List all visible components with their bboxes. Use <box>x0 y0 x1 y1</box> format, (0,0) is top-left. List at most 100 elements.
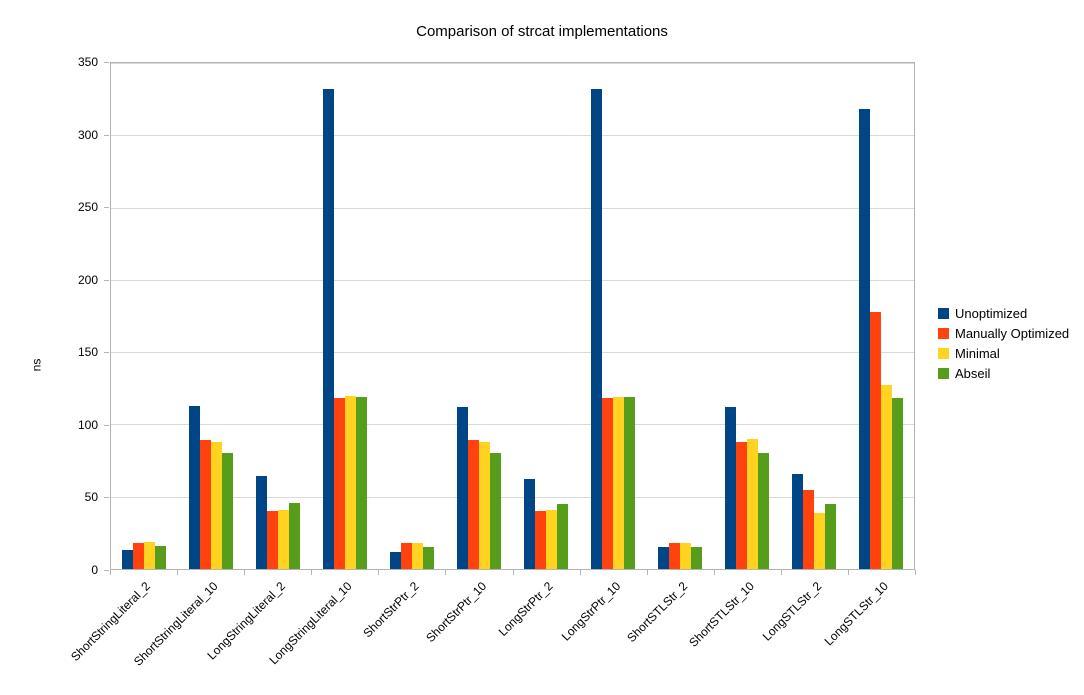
bar-manually-optimized <box>601 398 613 569</box>
y-tick-label: 300 <box>77 127 98 142</box>
bars <box>111 63 914 569</box>
x-tick-label: LongSTLStr_2 <box>759 579 825 644</box>
legend-item: Minimal <box>938 346 1069 361</box>
bar-abseil <box>222 453 234 569</box>
bar-unoptimized <box>724 407 736 569</box>
legend-swatch-icon <box>938 328 949 339</box>
x-tick-label: ShortSTLStr_2 <box>624 579 691 646</box>
legend-label: Manually Optimized <box>955 326 1070 341</box>
bar-minimal <box>479 441 491 569</box>
bar-minimal <box>144 541 156 569</box>
bar-manually-optimized <box>468 440 480 569</box>
bar-abseil <box>891 398 903 569</box>
bar-unoptimized <box>657 547 669 569</box>
bar-manually-optimized <box>267 511 279 569</box>
bar-minimal <box>278 509 290 569</box>
x-tick-label: ShortSTLStr_10 <box>686 579 758 650</box>
x-tick-label: LongStrPtr_2 <box>496 579 556 639</box>
y-tick-mark <box>104 497 109 499</box>
y-tick-label: 350 <box>77 55 98 69</box>
bar-group <box>379 63 446 569</box>
bar-group <box>178 63 245 569</box>
x-tick-label: ShortStrPtr_2 <box>360 579 422 641</box>
x-tick-mark <box>244 570 246 575</box>
legend-swatch-icon <box>938 308 949 319</box>
x-tick-mark <box>311 570 313 575</box>
bar-manually-optimized <box>735 441 747 569</box>
bar-group <box>312 63 379 569</box>
x-tick-mark <box>378 570 380 575</box>
x-tick-mark <box>445 570 447 575</box>
legend: Unoptimized Manually Optimized Minimal Abse… <box>938 306 1069 386</box>
gridline <box>111 496 914 498</box>
bar-group <box>111 63 178 569</box>
y-tick-label: 100 <box>77 417 98 432</box>
bar-abseil <box>423 547 435 569</box>
x-tick-mark <box>110 570 111 575</box>
y-tick-mark <box>104 424 109 426</box>
bar-minimal <box>880 385 892 569</box>
bar-unoptimized <box>122 550 134 569</box>
x-tick-mark <box>646 570 648 575</box>
legend-label: Abseil <box>955 366 991 381</box>
y-tick-label: 0 <box>91 563 98 577</box>
bar-manually-optimized <box>802 489 814 569</box>
bar-group <box>646 63 713 569</box>
gridline <box>111 352 914 354</box>
bar-group <box>579 63 646 569</box>
bar-abseil <box>757 453 769 569</box>
bar-group <box>446 63 513 569</box>
bar-minimal <box>746 438 758 569</box>
y-tick-label: 200 <box>77 272 98 287</box>
chart-title: Comparison of strcat implementations <box>416 23 668 40</box>
legend-item: Abseil <box>938 366 1069 381</box>
bar-unoptimized <box>457 407 469 569</box>
x-tick-mark <box>780 570 782 575</box>
x-tick-mark <box>512 570 514 575</box>
bar-group <box>245 63 312 569</box>
bar-manually-optimized <box>869 311 881 569</box>
x-axis-labels: ShortStringLiteral_2 ShortStringLiteral_1… <box>69 579 915 691</box>
bar-unoptimized <box>390 551 402 569</box>
y-tick-mark <box>104 207 109 209</box>
bar-abseil <box>289 502 301 569</box>
bar-minimal <box>412 542 424 569</box>
bar-abseil <box>556 503 568 569</box>
y-tick-label: 150 <box>77 345 98 360</box>
gridline <box>111 207 914 209</box>
bar-group <box>847 63 914 569</box>
bar-unoptimized <box>256 476 268 569</box>
y-tick-mark <box>104 352 109 354</box>
gridline <box>111 63 914 64</box>
bar-minimal <box>612 396 624 569</box>
x-tick-label: LongSTLStr_10 <box>822 579 892 649</box>
bar-manually-optimized <box>200 440 212 569</box>
y-tick-label: 250 <box>77 200 98 215</box>
y-tick-mark <box>104 134 109 136</box>
x-tick-mark <box>847 570 849 575</box>
gridline <box>111 135 914 137</box>
bar-group <box>780 63 847 569</box>
bar-manually-optimized <box>401 542 413 569</box>
bar-minimal <box>813 512 825 569</box>
bar-unoptimized <box>590 89 602 569</box>
legend-item: Unoptimized <box>938 306 1069 321</box>
legend-label: Minimal <box>955 346 1000 361</box>
bar-unoptimized <box>189 405 201 569</box>
x-tick-mark <box>713 570 715 575</box>
bar-unoptimized <box>791 473 803 569</box>
x-tick-mark <box>177 570 179 575</box>
bar-abseil <box>824 503 836 569</box>
bar-minimal <box>345 395 357 569</box>
y-tick-mark <box>104 279 109 281</box>
bar-abseil <box>490 453 502 569</box>
bar-manually-optimized <box>334 398 346 569</box>
gridline <box>111 424 914 426</box>
bar-manually-optimized <box>133 542 145 569</box>
bar-group <box>713 63 780 569</box>
bar-unoptimized <box>523 479 535 569</box>
bar-manually-optimized <box>668 542 680 569</box>
bar-abseil <box>623 396 635 569</box>
bar-abseil <box>356 396 368 569</box>
